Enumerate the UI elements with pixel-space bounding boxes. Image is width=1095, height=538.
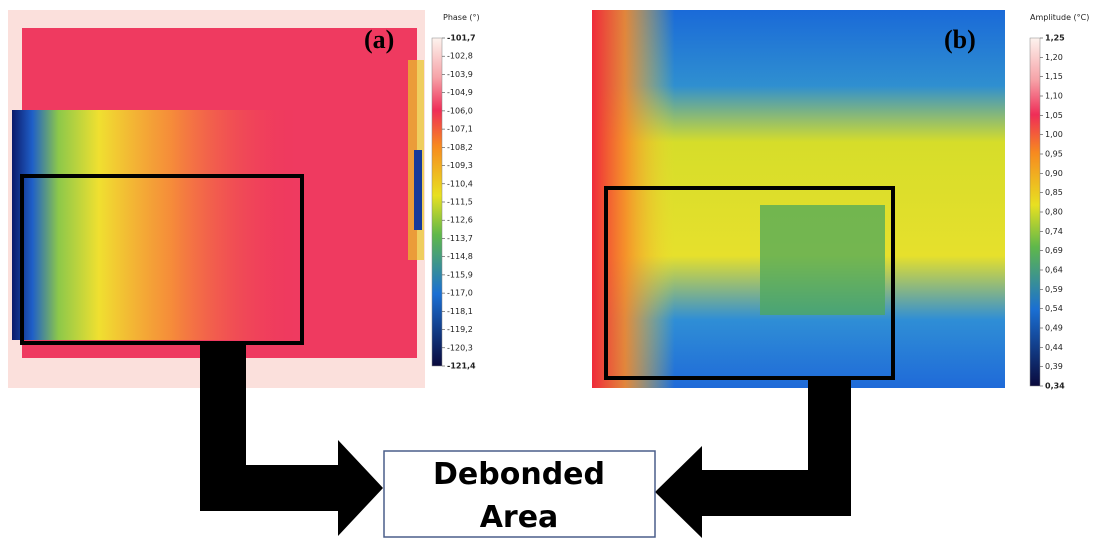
callout-text: Debonded bbox=[433, 457, 605, 492]
region-box bbox=[20, 174, 304, 345]
colorbar-tick-label: 0,34 bbox=[1045, 382, 1065, 391]
colorbar-tick-label: -115,9 bbox=[447, 270, 473, 279]
arrow bbox=[655, 378, 851, 538]
colorbar bbox=[1029, 37, 1041, 387]
colorbar-tick-label: 0,64 bbox=[1045, 266, 1063, 275]
colorbar-tick-label: -110,4 bbox=[447, 179, 473, 188]
colorbar-tick-label: -103,9 bbox=[447, 70, 473, 79]
colorbar-tick-label: -111,5 bbox=[447, 198, 473, 207]
amplitude-image bbox=[592, 10, 1005, 388]
callout-text: Area bbox=[480, 500, 559, 535]
colorbar-tick-label: -106,0 bbox=[447, 106, 473, 115]
colorbar-tick-label: -102,8 bbox=[447, 52, 473, 61]
colorbar-title: Phase (°) bbox=[443, 13, 480, 22]
colorbar-tick-label: -119,2 bbox=[447, 325, 473, 334]
colorbar-tick-label: 0,74 bbox=[1045, 227, 1063, 236]
colorbar-tick-label: 0,49 bbox=[1045, 324, 1063, 333]
colorbar-tick-label: 1,05 bbox=[1045, 111, 1063, 120]
colorbar-tick-label: -120,3 bbox=[447, 343, 473, 352]
colorbar-tick-label: 0,54 bbox=[1045, 304, 1063, 313]
colorbar-tick-label: 0,90 bbox=[1045, 169, 1063, 178]
colorbar-tick-label: 0,59 bbox=[1045, 285, 1063, 294]
colorbar bbox=[431, 37, 443, 367]
colorbar-tick-label: -118,1 bbox=[447, 307, 473, 316]
colorbar-tick-label: 1,15 bbox=[1045, 72, 1063, 81]
colorbar-tick-label: -109,3 bbox=[447, 161, 473, 170]
colorbar-tick-label: 1,00 bbox=[1045, 130, 1063, 139]
colorbar-tick-label: 1,10 bbox=[1045, 92, 1063, 101]
colorbar-tick-label: 0,85 bbox=[1045, 188, 1063, 197]
arrow bbox=[200, 343, 383, 536]
colorbar-tick-label: -117,0 bbox=[447, 289, 473, 298]
colorbar-tick-label: -104,9 bbox=[447, 88, 473, 97]
colorbar-tick-label: 1,25 bbox=[1045, 34, 1065, 43]
colorbar-tick-label: -101,7 bbox=[447, 34, 476, 43]
colorbar-title: Amplitude (°C) bbox=[1030, 13, 1089, 22]
panel-label: (a) bbox=[364, 25, 394, 54]
colorbar-tick-label: 0,39 bbox=[1045, 362, 1063, 371]
colorbar-tick-label: -121,4 bbox=[447, 362, 476, 371]
colorbar-tick-label: 1,20 bbox=[1045, 53, 1063, 62]
colorbar-tick-label: 0,80 bbox=[1045, 208, 1063, 217]
phase-image bbox=[8, 10, 425, 388]
colorbar-tick-label: 0,69 bbox=[1045, 246, 1063, 255]
colorbar-tick-label: -114,8 bbox=[447, 252, 473, 261]
colorbar-tick-label: -113,7 bbox=[447, 234, 473, 243]
colorbar-tick-label: -107,1 bbox=[447, 125, 473, 134]
colorbar-tick-label: 0,44 bbox=[1045, 343, 1063, 352]
colorbar-tick-label: -112,6 bbox=[447, 216, 473, 225]
callout-box bbox=[383, 450, 656, 538]
colorbar-tick-label: -108,2 bbox=[447, 143, 473, 152]
colorbar-tick-label: 0,95 bbox=[1045, 150, 1063, 159]
region-box bbox=[604, 186, 895, 380]
panel-label: (b) bbox=[944, 25, 976, 54]
